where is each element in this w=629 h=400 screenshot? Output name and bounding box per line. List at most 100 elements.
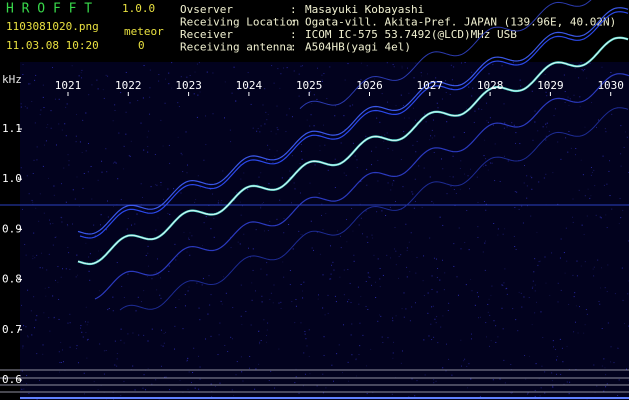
noise [293, 182, 295, 184]
noise [87, 143, 89, 145]
noise [211, 396, 213, 398]
noise [195, 198, 197, 200]
noise [468, 86, 470, 88]
freq-label: 0.7 [2, 323, 22, 336]
noise [353, 254, 355, 256]
noise [165, 78, 167, 80]
noise [160, 184, 162, 186]
noise [351, 207, 353, 209]
noise [436, 316, 438, 318]
noise [283, 276, 285, 278]
noise [371, 164, 373, 166]
noise [67, 322, 69, 324]
noise [243, 233, 245, 235]
noise [304, 330, 306, 332]
noise [132, 332, 134, 334]
noise [194, 71, 196, 73]
noise [573, 296, 575, 298]
noise [295, 376, 297, 378]
noise [174, 348, 176, 350]
noise [61, 361, 63, 363]
noise [357, 286, 359, 288]
noise [545, 139, 547, 141]
noise [531, 177, 533, 179]
noise [189, 74, 191, 76]
noise [219, 322, 221, 324]
noise [82, 187, 84, 189]
noise [532, 280, 534, 282]
noise [156, 289, 158, 291]
noise [534, 258, 536, 260]
noise [103, 97, 105, 99]
noise [392, 180, 394, 182]
noise [574, 321, 576, 323]
app-version: 1.0.0 [122, 2, 155, 15]
noise [202, 277, 204, 279]
noise [324, 144, 326, 146]
noise [366, 184, 368, 186]
noise [552, 340, 554, 342]
noise [27, 289, 29, 291]
noise [263, 230, 265, 232]
noise [433, 202, 435, 204]
noise [424, 113, 426, 115]
noise [132, 365, 134, 367]
noise [605, 214, 607, 216]
noise [59, 361, 61, 363]
spectrogram-area [20, 62, 629, 400]
noise [560, 373, 562, 375]
noise [247, 247, 249, 249]
noise [387, 182, 389, 184]
noise [179, 379, 181, 381]
info-separator: : [290, 41, 297, 54]
noise [313, 94, 315, 96]
noise [526, 175, 528, 177]
noise [411, 378, 413, 380]
noise [506, 287, 508, 289]
noise [598, 300, 600, 302]
noise [259, 343, 261, 345]
noise [188, 371, 190, 373]
noise [582, 70, 584, 72]
noise [86, 357, 88, 359]
noise [85, 150, 87, 152]
noise [154, 184, 156, 186]
noise [535, 363, 537, 365]
noise [88, 94, 90, 96]
noise [485, 240, 487, 242]
noise [78, 75, 80, 77]
noise [343, 294, 345, 296]
noise [58, 123, 60, 125]
noise [264, 88, 266, 90]
noise [213, 217, 215, 219]
noise [409, 320, 411, 322]
noise [39, 267, 41, 269]
noise [346, 241, 348, 243]
noise [523, 182, 525, 184]
noise [81, 151, 83, 153]
mode-label: meteor [124, 25, 164, 38]
noise [380, 315, 382, 317]
noise [129, 155, 131, 157]
noise [499, 180, 501, 182]
noise [453, 265, 455, 267]
noise [559, 338, 561, 340]
noise [168, 83, 170, 85]
noise [334, 115, 336, 117]
noise [485, 158, 487, 160]
noise [450, 64, 452, 66]
noise [626, 137, 628, 139]
noise [519, 143, 521, 145]
noise [252, 248, 254, 250]
noise [333, 269, 335, 271]
noise [120, 328, 122, 330]
noise [511, 122, 513, 124]
noise [343, 324, 345, 326]
noise [303, 352, 305, 354]
noise [552, 385, 554, 387]
noise [36, 315, 38, 317]
noise [416, 380, 418, 382]
noise [544, 73, 546, 75]
noise [572, 198, 574, 200]
noise [595, 126, 597, 128]
